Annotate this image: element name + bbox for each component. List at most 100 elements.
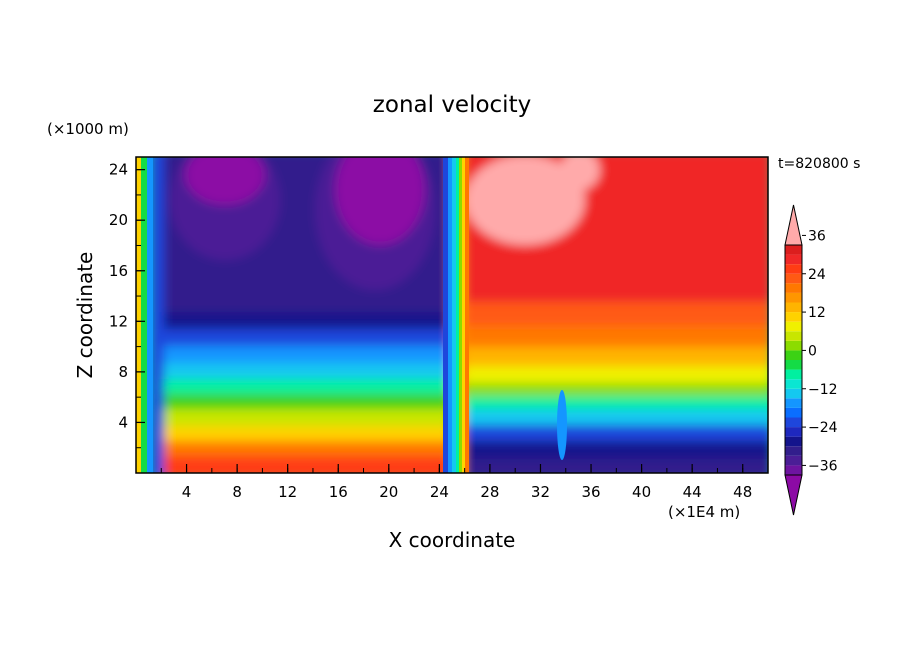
band-w-9 <box>150 310 450 329</box>
band-e-3 <box>462 408 768 425</box>
colorbar-segment <box>785 369 802 380</box>
x-axis-label: X coordinate <box>389 528 516 552</box>
y-tick-label: 24 <box>109 161 128 179</box>
colorbar-segment <box>785 264 802 274</box>
x-tick-label: 20 <box>379 483 398 501</box>
colorbar-segment <box>785 331 802 341</box>
y-tick-label: 16 <box>109 262 128 280</box>
time-label: t=820800 s <box>778 156 860 172</box>
x-tick-label: 48 <box>733 483 752 501</box>
colorbar-segment <box>785 283 802 293</box>
colorbar-top-arrow <box>784 204 803 246</box>
y-units-label: (×1000 m) <box>47 120 129 138</box>
colorbar-tick-label: −36 <box>808 458 838 474</box>
x-tick-label: 28 <box>480 483 499 501</box>
core-e-2 <box>560 157 600 190</box>
colorbar-tick-label: 24 <box>808 267 826 283</box>
front-west-2 <box>141 157 147 473</box>
band-e-8 <box>462 325 768 347</box>
plot-frame <box>135 156 769 474</box>
band-e-7 <box>462 346 768 366</box>
colorbar-segment <box>785 465 802 475</box>
band-w-2 <box>150 425 450 441</box>
front-west-1 <box>136 157 141 473</box>
front-west-3 <box>147 157 153 473</box>
colorbar-segment <box>785 398 802 408</box>
colorbar-segment <box>785 446 802 456</box>
x-tick-label: 8 <box>232 483 242 501</box>
colorbar-segment <box>785 407 802 418</box>
plot-area <box>136 157 768 473</box>
band-e-9 <box>462 300 768 326</box>
band-e-6 <box>462 365 768 383</box>
x-tick-label: 32 <box>531 483 550 501</box>
colorbar-tick-label: 12 <box>808 305 826 321</box>
colorbar-segment <box>785 321 802 332</box>
front-mid-3 <box>452 157 456 473</box>
front-mid-5 <box>459 157 462 473</box>
colorbar-segment <box>785 388 802 399</box>
band-w-4 <box>150 393 450 409</box>
colorbar-segment <box>785 312 802 322</box>
x-tick-label: 4 <box>182 483 192 501</box>
colorbar-segment <box>785 436 802 447</box>
band-e-1 <box>462 440 768 459</box>
band-e-surface <box>462 458 768 473</box>
x-tick-label: 16 <box>329 483 348 501</box>
band-e-5 <box>462 382 768 396</box>
colorbar-frame <box>784 244 803 476</box>
colorbar-tick-label: 36 <box>808 228 826 244</box>
colorbar-segment <box>785 360 802 370</box>
x-tick-label: 24 <box>430 483 449 501</box>
band-w-6 <box>150 362 450 379</box>
x-tick-label: 12 <box>278 483 297 501</box>
core-w-3 <box>185 157 265 205</box>
front-mid-1 <box>443 157 448 473</box>
colorbar-segment <box>785 427 802 437</box>
colorbar-segment <box>785 273 802 284</box>
front-mid-2 <box>448 157 452 473</box>
colorbar-segment <box>785 455 802 466</box>
x-tick-label: 40 <box>632 483 651 501</box>
colorbar-bottom-arrow <box>784 474 803 516</box>
column-w-edge <box>150 157 164 473</box>
band-w-3 <box>150 408 450 426</box>
colorbar-segment <box>785 379 802 389</box>
front-mid-4 <box>456 157 459 473</box>
colorbar-segment <box>785 417 802 428</box>
band-w-5 <box>150 378 450 394</box>
y-axis-label: Z coordinate <box>73 252 97 379</box>
y-tick-label: 4 <box>118 413 128 431</box>
colorbar-segment <box>785 302 802 313</box>
y-tick-label: 20 <box>109 211 128 229</box>
contour-field <box>150 157 768 473</box>
y-tick-label: 8 <box>118 363 128 381</box>
colorbar-segment <box>785 254 802 265</box>
core-e-1 <box>465 157 585 245</box>
plume-east <box>557 390 567 460</box>
front-mid-6 <box>462 157 465 473</box>
colorbar-segment <box>785 350 802 360</box>
colorbar-tick-label: 0 <box>808 343 817 359</box>
chart-title: zonal velocity <box>373 92 531 118</box>
colorbar-segment <box>785 245 802 255</box>
colorbar-segment <box>785 340 802 351</box>
x-tick-label: 36 <box>581 483 600 501</box>
colorbar-tick-label: −24 <box>808 420 838 436</box>
x-units-label: (×1E4 m) <box>668 503 740 521</box>
front-mid-7 <box>465 157 469 473</box>
band-w-surface <box>150 455 450 473</box>
band-w-1 <box>150 440 450 456</box>
band-w-8 <box>150 328 450 346</box>
y-axis: 4 8 12 16 20 24 <box>109 161 145 449</box>
x-axis: 4 8 12 16 20 24 28 32 36 40 44 48 <box>160 464 752 501</box>
colorbar-segment <box>785 292 802 303</box>
core-w-4 <box>335 157 425 245</box>
colorbar-tick-label: −12 <box>808 382 838 398</box>
band-e-2 <box>462 424 768 441</box>
colorbar: 36 24 12 0 −12 −24 −36 <box>784 204 838 516</box>
band-e-4 <box>462 395 768 409</box>
y-tick-label: 12 <box>109 312 128 330</box>
